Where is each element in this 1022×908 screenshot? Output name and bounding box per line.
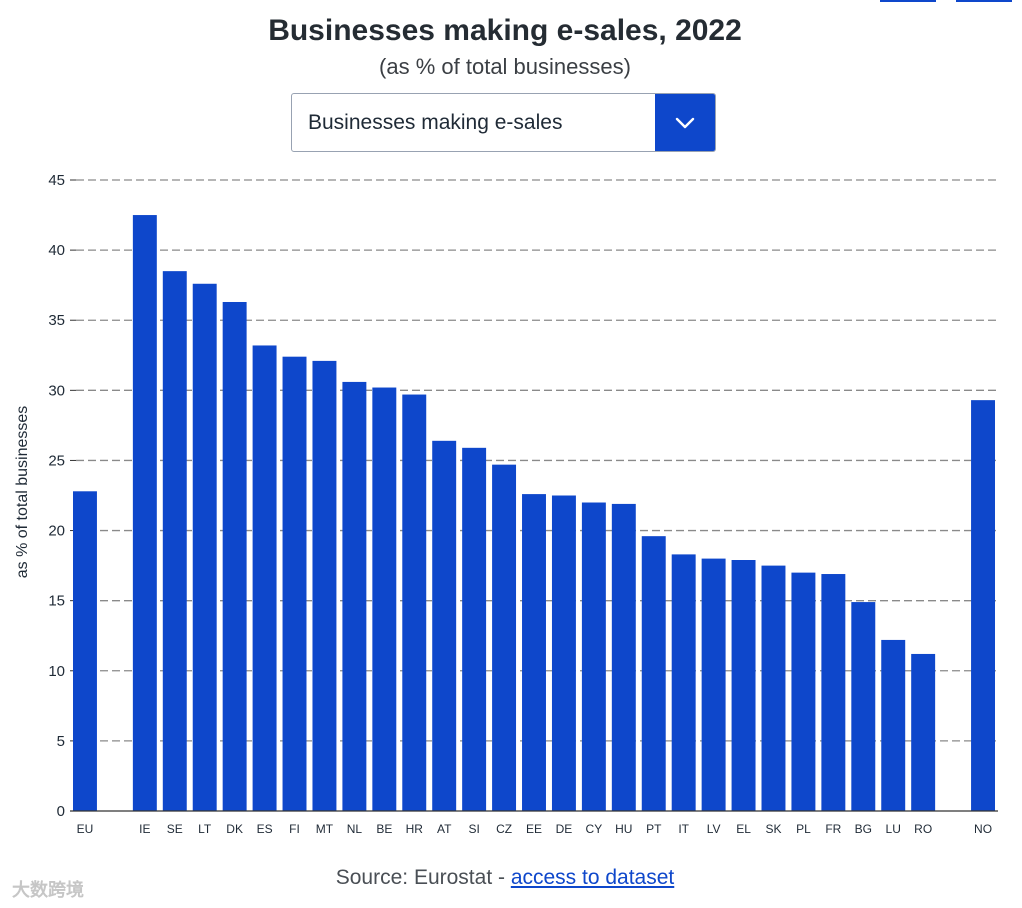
bar-lv[interactable]: [701, 558, 726, 811]
bar-ro[interactable]: [911, 653, 936, 811]
x-tick-label: MT: [316, 822, 334, 836]
bar-nl[interactable]: [342, 381, 367, 811]
bar-pt[interactable]: [641, 536, 666, 811]
x-tick-label: PT: [646, 822, 662, 836]
x-tick-label: FR: [825, 822, 841, 836]
x-tick-label: CZ: [496, 822, 512, 836]
x-tick-label: SK: [765, 822, 781, 836]
y-tick-label: 20: [48, 523, 65, 540]
watermark: 大数跨境: [12, 880, 84, 900]
bar-cz[interactable]: [492, 464, 517, 811]
y-tick-label: 25: [48, 452, 65, 469]
x-tick-label: ES: [257, 822, 273, 836]
bar-bg[interactable]: [851, 602, 876, 811]
source-text: Source: Eurostat -: [335, 866, 511, 889]
x-tick-label: FI: [289, 822, 300, 836]
top-tab-indicator-2: [956, 0, 1012, 2]
bar-fr[interactable]: [821, 574, 846, 811]
x-tick-label: NO: [974, 822, 992, 836]
x-tick-label: BG: [855, 822, 872, 836]
x-tick-label: LT: [198, 822, 212, 836]
bar-fi[interactable]: [282, 356, 307, 811]
chevron-down-icon: [675, 117, 695, 128]
chart-subtitle: (as % of total businesses): [379, 54, 631, 79]
bar-lt[interactable]: [192, 283, 217, 812]
dropdown-toggle-button[interactable]: [655, 94, 715, 151]
bar-hu[interactable]: [611, 503, 636, 811]
bar-el[interactable]: [731, 560, 756, 811]
source-line: Source: Eurostat - access to dataset: [0, 866, 1010, 890]
bar-sk[interactable]: [761, 565, 786, 811]
x-tick-label: AT: [437, 822, 452, 836]
bar-lu[interactable]: [881, 639, 906, 811]
dataset-link[interactable]: access to dataset: [510, 866, 675, 889]
bar-hr[interactable]: [402, 394, 427, 811]
bar-mt[interactable]: [312, 360, 337, 811]
x-tick-label: IE: [139, 822, 150, 836]
bar-si[interactable]: [462, 447, 487, 811]
bar-pl[interactable]: [791, 572, 816, 811]
y-tick-label: 0: [57, 803, 65, 820]
x-tick-label: LU: [886, 822, 901, 836]
x-tick-label: IT: [678, 822, 689, 836]
bar-dk[interactable]: [222, 301, 247, 811]
x-tick-label: LV: [707, 822, 721, 836]
bar-eu[interactable]: [72, 491, 97, 811]
y-tick-label: 30: [48, 382, 65, 399]
x-tick-label: EU: [77, 822, 94, 836]
x-tick-label: SE: [167, 822, 183, 836]
y-tick-label: 40: [48, 242, 65, 259]
x-tick-label: DE: [556, 822, 573, 836]
bar-ie[interactable]: [132, 215, 157, 812]
y-tick-label: 45: [48, 172, 65, 189]
x-tick-label: BE: [376, 822, 392, 836]
top-tab-indicator-1: [880, 0, 936, 2]
x-tick-label: RO: [914, 822, 932, 836]
bar-es[interactable]: [252, 345, 277, 811]
x-tick-label: NL: [347, 822, 363, 836]
x-tick-label: CY: [586, 822, 603, 836]
bar-se[interactable]: [162, 271, 187, 812]
y-tick-label: 35: [48, 312, 65, 329]
x-tick-label: HR: [406, 822, 424, 836]
y-tick-label: 10: [48, 663, 65, 680]
x-tick-label: SI: [468, 822, 479, 836]
dropdown-selected-value: Businesses making e-sales: [308, 110, 563, 134]
indicator-dropdown[interactable]: Businesses making e-sales: [291, 93, 716, 152]
bar-at[interactable]: [432, 440, 457, 811]
bar-no[interactable]: [971, 400, 996, 811]
y-tick-label: 15: [48, 593, 65, 610]
x-tick-label: EL: [736, 822, 751, 836]
bar-chart: 0 5 10 15 20 25 30 35 40 45 EU IE SE LT DK ES FI MT NL BE HR…: [48, 172, 998, 836]
bar-cy[interactable]: [581, 502, 606, 811]
bar-de[interactable]: [551, 495, 576, 812]
bar-be[interactable]: [372, 387, 397, 811]
x-tick-label: PL: [796, 822, 811, 836]
x-tick-label: HU: [615, 822, 632, 836]
y-tick-label: 5: [57, 733, 65, 750]
bar-it[interactable]: [671, 554, 696, 811]
x-tick-label: EE: [526, 822, 542, 836]
bar-ee[interactable]: [522, 494, 546, 811]
x-tick-label: DK: [226, 822, 243, 836]
chart-title: Businesses making e-sales, 2022: [268, 14, 742, 47]
